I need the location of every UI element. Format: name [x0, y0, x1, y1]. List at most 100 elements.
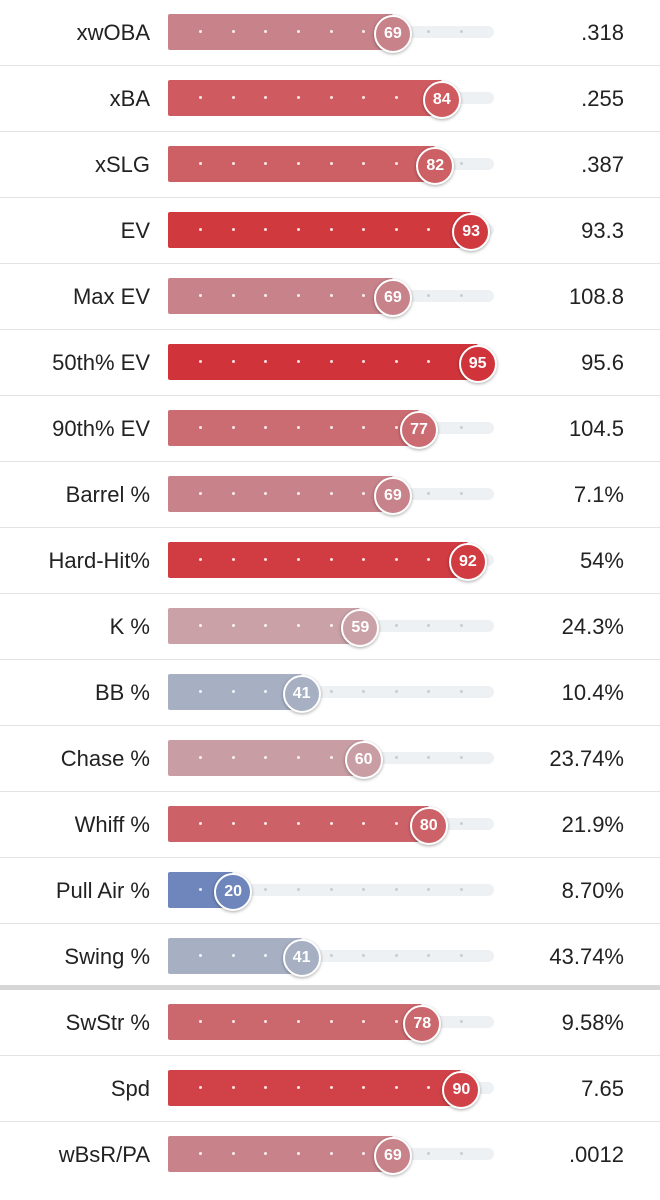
metric-row-90thpct-ev: 90th% EV 77 104.5: [0, 396, 660, 462]
gridline-tick: [459, 1152, 463, 1155]
gridline-tick: [296, 96, 300, 99]
gridline-tick: [394, 954, 398, 957]
metric-value: 104.5: [568, 416, 624, 441]
gridline-tick: [329, 30, 333, 33]
metric-row-50thpct-ev: 50th% EV 95 95.6: [0, 330, 660, 396]
percentile-badge: 69: [373, 477, 412, 515]
gridline-tick: [231, 426, 235, 429]
percentile-bar: [168, 542, 468, 578]
metric-value: 54%: [579, 548, 624, 573]
gridline-tick: [362, 558, 366, 561]
gridline-tick: [296, 492, 300, 495]
gridline-tick: [264, 162, 268, 165]
metric-row-pull-air-pct: Pull Air % 20 8.70%: [0, 858, 660, 924]
gridline-tick: [394, 888, 398, 891]
gridline-tick: [329, 228, 333, 231]
gridline-tick: [394, 558, 398, 561]
percentile-badge: 90: [442, 1071, 481, 1109]
gridline-tick: [296, 624, 300, 627]
gridline-tick: [264, 558, 268, 561]
metric-label: K %: [109, 614, 150, 639]
percentile-bar: [168, 1136, 393, 1172]
gridline-tick: [264, 954, 268, 957]
gridline-tick: [296, 360, 300, 363]
metric-label: xBA: [109, 86, 150, 111]
gridline-tick: [264, 1086, 268, 1089]
percentile-bar: [168, 14, 393, 50]
metric-row-whiff-pct: Whiff % 80 21.9%: [0, 792, 660, 858]
percentile-badge: 77: [400, 411, 439, 449]
metric-value: 7.1%: [573, 482, 624, 507]
gridline-tick: [459, 624, 463, 627]
gridline-tick: [362, 162, 366, 165]
percentile-bar: [168, 80, 442, 116]
metric-value: 8.70%: [561, 878, 624, 903]
metric-label: Whiff %: [74, 812, 150, 837]
metric-label: Swing %: [64, 944, 150, 969]
percentile-badge: 95: [458, 345, 497, 383]
percentile-badge: 41: [282, 939, 321, 977]
gridline-tick: [362, 1152, 366, 1155]
metric-label: Barrel %: [65, 482, 150, 507]
gridline-tick: [459, 30, 463, 33]
gridline-tick: [231, 1086, 235, 1089]
gridline-tick: [427, 690, 431, 693]
metric-row-barrel-pct: Barrel % 69 7.1%: [0, 462, 660, 528]
metric-row-swing-pct: Swing % 41 43.74%: [0, 924, 660, 990]
metric-label: BB %: [94, 680, 150, 705]
metric-row-wbsr-pa: wBsR/PA 69 .0012: [0, 1122, 660, 1188]
gridline-tick: [329, 822, 333, 825]
gridline-tick: [264, 96, 268, 99]
metric-label: SwStr %: [65, 1010, 150, 1035]
metric-label: xwOBA: [76, 20, 150, 45]
gridline-tick: [264, 756, 268, 759]
gridline-tick: [427, 30, 431, 33]
gridline-tick: [231, 756, 235, 759]
gridline-tick: [362, 360, 366, 363]
gridline-tick: [231, 294, 235, 297]
metric-row-swstr-pct: SwStr % 78 9.58%: [0, 990, 660, 1056]
percentile-badge: 78: [403, 1005, 442, 1043]
metric-value: 10.4%: [561, 680, 624, 705]
metric-row-xslg: xSLG 82 .387: [0, 132, 660, 198]
metric-row-k-pct: K % 59 24.3%: [0, 594, 660, 660]
gridline-tick: [231, 360, 235, 363]
gridline-tick: [231, 624, 235, 627]
gridline-tick: [329, 756, 333, 759]
gridline-tick: [459, 492, 463, 495]
gridline-tick: [394, 360, 398, 363]
gridline-tick: [394, 1020, 398, 1023]
gridline-tick: [199, 30, 203, 33]
metric-value: .387: [581, 152, 624, 177]
gridline-tick: [264, 360, 268, 363]
metric-label: Spd: [110, 1076, 150, 1101]
gridline-tick: [459, 1020, 463, 1023]
gridline-tick: [459, 426, 463, 429]
gridline-tick: [329, 360, 333, 363]
gridline-tick: [394, 624, 398, 627]
percentile-badge: 20: [214, 873, 253, 911]
gridline-tick: [394, 822, 398, 825]
gridline-tick: [427, 1152, 431, 1155]
gridline-tick: [394, 162, 398, 165]
gridline-tick: [329, 1152, 333, 1155]
percentile-badge: 69: [373, 279, 412, 317]
percentile-badge: 41: [282, 675, 321, 713]
metric-label: Max EV: [72, 284, 150, 309]
metric-row-spd: Spd 90 7.65: [0, 1056, 660, 1122]
gridline-tick: [459, 690, 463, 693]
gridline-tick: [231, 96, 235, 99]
gridline-tick: [264, 624, 268, 627]
gridline-tick: [199, 690, 203, 693]
gridline-tick: [264, 1020, 268, 1023]
gridline-tick: [199, 1152, 203, 1155]
gridline-tick: [459, 954, 463, 957]
metric-label: 50th% EV: [52, 350, 150, 375]
metric-value: 23.74%: [549, 746, 624, 771]
gridline-tick: [199, 888, 203, 891]
percentile-badge: 80: [409, 807, 448, 845]
percentile-badge: 69: [373, 1137, 412, 1175]
percentile-badge: 92: [448, 543, 487, 581]
gridline-tick: [264, 426, 268, 429]
metric-label: Hard-Hit%: [48, 548, 150, 573]
